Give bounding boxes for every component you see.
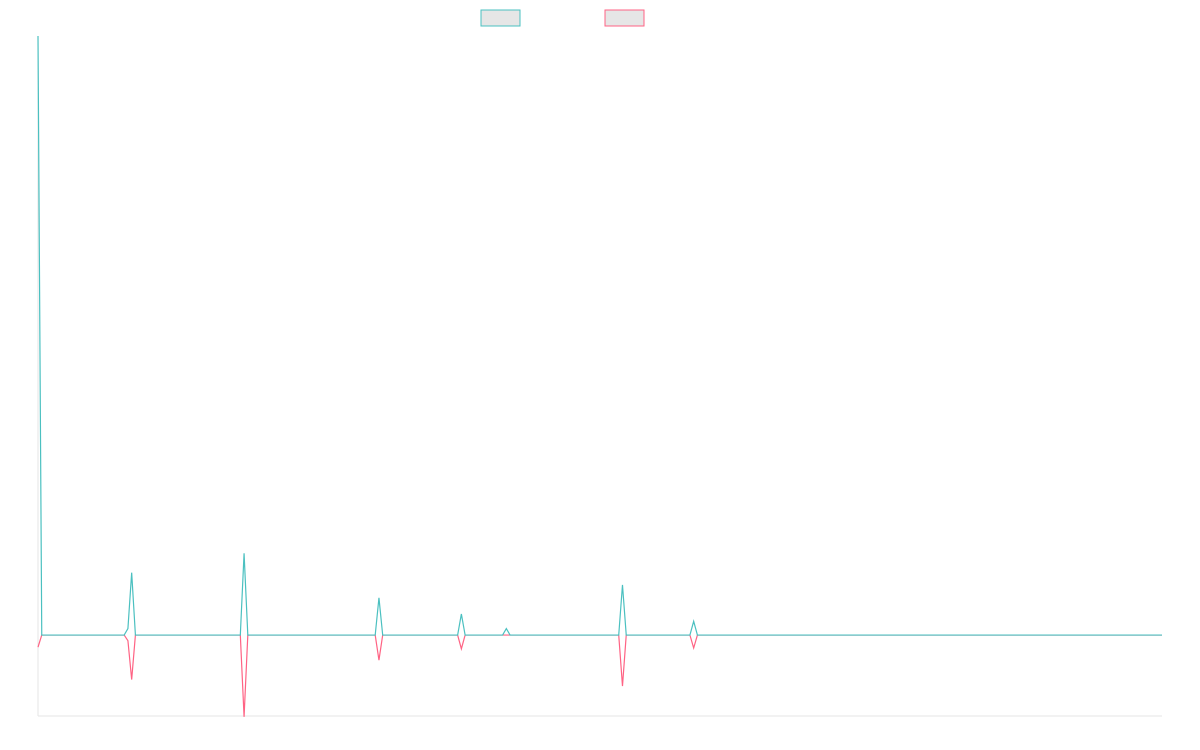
series-line-pink bbox=[37, 634, 1162, 717]
series-line-teal bbox=[37, 35, 1162, 636]
legend-swatch bbox=[480, 9, 521, 27]
legend-item[interactable] bbox=[604, 9, 645, 27]
legend-item[interactable] bbox=[480, 9, 521, 27]
legend-swatch bbox=[604, 9, 645, 27]
